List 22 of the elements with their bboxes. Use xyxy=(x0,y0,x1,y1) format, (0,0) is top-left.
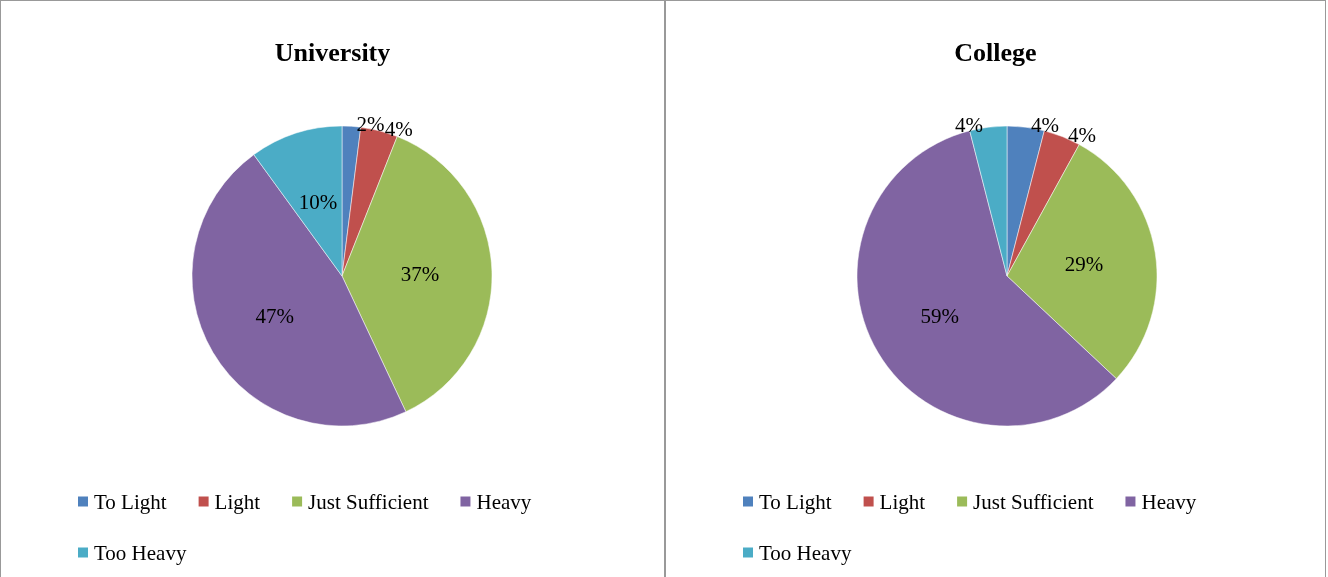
legend-label: Light xyxy=(214,489,261,514)
legend-label: Heavy xyxy=(1141,489,1197,514)
data-label: 10% xyxy=(298,189,338,214)
data-label: 29% xyxy=(1064,251,1104,276)
legend-label: Just Sufficient xyxy=(308,489,429,514)
data-label: 47% xyxy=(255,303,295,328)
legend-label: Just Sufficient xyxy=(973,489,1094,514)
chart-title: University xyxy=(274,37,391,67)
chart-title: College xyxy=(954,37,1037,67)
data-label: 37% xyxy=(400,261,440,286)
legend-label: Light xyxy=(879,489,926,514)
legend-label: To Light xyxy=(94,489,167,514)
legend-label: Too Heavy xyxy=(759,540,852,565)
data-label: 4% xyxy=(1067,122,1096,147)
legend-label: To Light xyxy=(759,489,832,514)
data-label: 4% xyxy=(1031,113,1060,138)
legend-label: Heavy xyxy=(476,489,532,514)
data-label: 59% xyxy=(920,303,960,328)
data-label: 4% xyxy=(384,116,413,141)
data-label: 2% xyxy=(356,112,385,137)
data-label: 4% xyxy=(954,113,983,138)
legend-label: Too Heavy xyxy=(94,540,187,565)
